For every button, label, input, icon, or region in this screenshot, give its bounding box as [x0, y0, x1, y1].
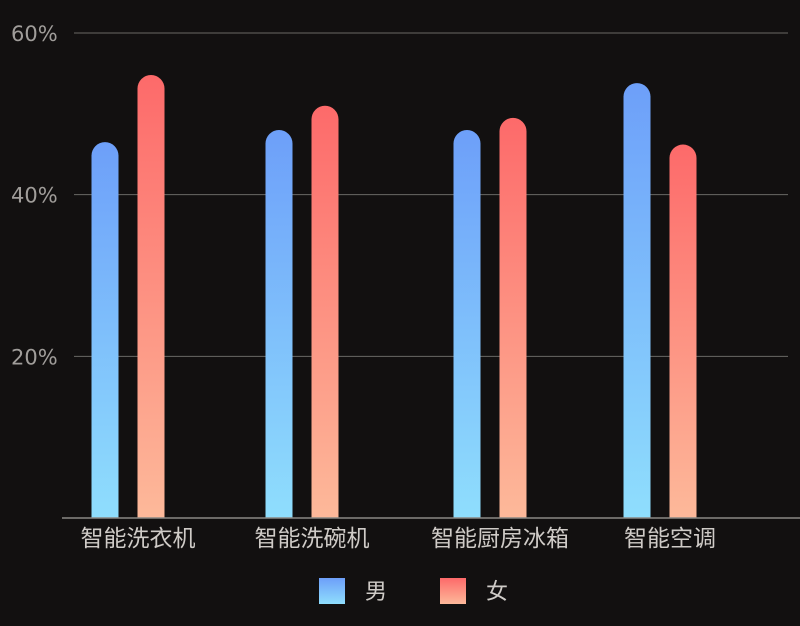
legend-female-label: 女 — [486, 580, 508, 605]
category-labels: 智能洗衣机 智能洗碗机 智能厨房冰箱 智能空调 — [81, 526, 717, 552]
category-label: 智能空调 — [624, 526, 716, 552]
category-label: 智能洗碗机 — [255, 526, 370, 552]
bar-male-4 — [623, 83, 651, 518]
legend-male-label: 男 — [365, 580, 387, 605]
bar-female-2 — [311, 105, 339, 518]
y-tick-label: 60% — [11, 22, 58, 46]
legend: 男女 — [319, 578, 508, 605]
bar-female-1 — [137, 75, 165, 519]
legend-female-swatch — [440, 578, 466, 604]
y-tick-label: 20% — [11, 345, 58, 369]
bars — [91, 75, 697, 519]
category-label: 智能厨房冰箱 — [431, 526, 569, 552]
bar-female-3 — [499, 117, 527, 518]
legend-male-swatch — [319, 578, 345, 604]
bar-male-2 — [265, 130, 293, 518]
y-tick-label: 40% — [11, 184, 58, 208]
y-axis-tick-labels: 20% 40% 60% — [11, 22, 58, 369]
bar-female-4 — [669, 144, 697, 519]
bar-male-3 — [453, 130, 481, 518]
gridlines — [74, 32, 788, 357]
category-label: 智能洗衣机 — [81, 526, 196, 552]
bar-male-1 — [91, 142, 119, 518]
